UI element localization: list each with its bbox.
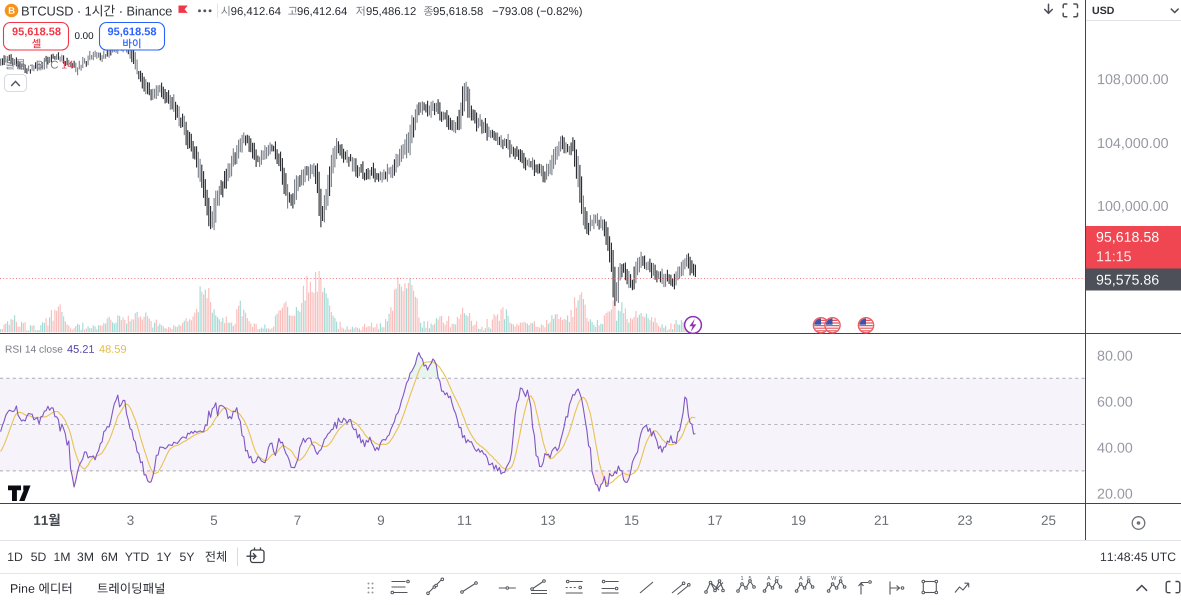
svg-text:E: E <box>807 576 811 582</box>
svg-text:C: C <box>775 576 779 582</box>
svg-text:Y: Y <box>839 576 843 582</box>
svg-text:A: A <box>767 576 771 582</box>
svg-text:A: A <box>799 576 803 582</box>
svg-text:W: W <box>831 576 837 582</box>
svg-text:1: 1 <box>741 576 744 582</box>
svg-text:5: 5 <box>749 576 752 582</box>
